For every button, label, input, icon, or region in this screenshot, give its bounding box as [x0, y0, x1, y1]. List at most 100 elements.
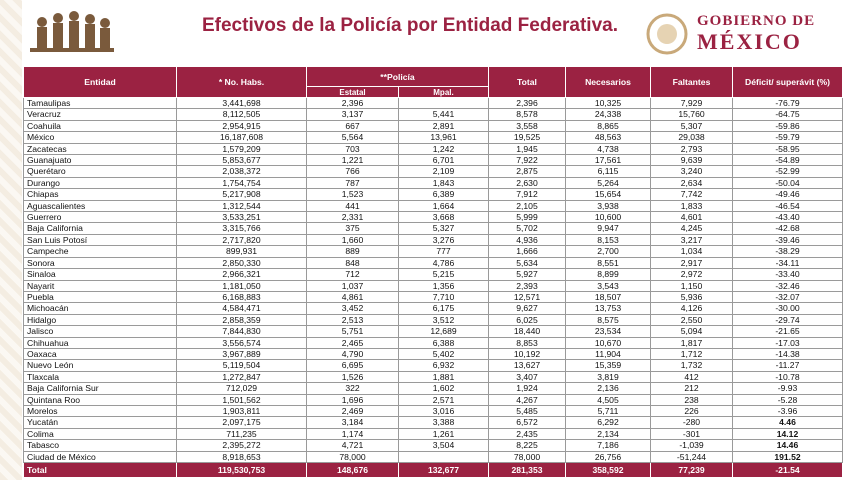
table-row: Tabasco 2,395,272 4,721 3,504 8,225 7,186 -1,0… — [23, 439, 843, 452]
value-cell: 1,602 — [398, 382, 489, 395]
value-cell: 13,627 — [488, 359, 566, 372]
value-cell: 787 — [306, 176, 399, 190]
value-cell: 2,875 — [488, 165, 566, 178]
table-row: Tlaxcala 1,272,847 1,526 1,881 3,407 3,819 412… — [23, 370, 843, 384]
value-cell: -54.89 — [732, 154, 843, 167]
entity-cell: Guerrero — [23, 211, 177, 224]
entity-cell: Quintana Roo — [23, 393, 177, 406]
table-row: Tamaulipas 3,441,698 2,396 2,396 10,325 7,929… — [23, 96, 843, 110]
value-cell: 78,000 — [306, 450, 399, 464]
value-cell: 1,817 — [650, 336, 733, 349]
value-cell: 1,501,562 — [176, 393, 307, 406]
value-cell: 1,881 — [398, 370, 489, 384]
entity-cell: Veracruz — [23, 108, 177, 121]
value-cell: 3,184 — [306, 416, 399, 429]
value-cell: 3,556,574 — [176, 336, 307, 349]
value-cell: 3,504 — [398, 439, 489, 452]
table-row: Michoacán 4,584,471 3,452 6,175 9,627 13,753 4… — [23, 302, 843, 315]
value-cell: 703 — [306, 142, 399, 156]
value-cell: 3,016 — [398, 404, 489, 418]
table-row: Morelos 1,903,811 2,469 3,016 5,485 5,711 226-… — [23, 404, 843, 418]
page-title: Efectivos de la Policía por Entidad Fede… — [201, 15, 618, 36]
value-cell: 2,850,330 — [176, 256, 307, 270]
value-cell: -29.74 — [732, 313, 843, 327]
entity-cell: Guanajuato — [23, 154, 177, 167]
value-cell: 4,505 — [565, 393, 651, 406]
value-cell: 8,899 — [565, 268, 651, 281]
value-cell: 3,137 — [306, 108, 399, 121]
value-cell: 2,331 — [306, 211, 399, 224]
value-cell: -9.93 — [732, 382, 843, 395]
table-row: Zacatecas 1,579,209 703 1,242 1,945 4,738 2,79… — [23, 142, 843, 156]
value-cell: 9,947 — [565, 222, 651, 235]
table-row: Guanajuato 5,853,677 1,221 6,701 7,922 17,561… — [23, 154, 843, 167]
value-cell: 2,469 — [306, 404, 399, 418]
value-cell: -30.00 — [732, 302, 843, 315]
value-cell: 3,512 — [398, 313, 489, 327]
entity-cell: Nuevo León — [23, 359, 177, 372]
value-cell: 191.52 — [732, 450, 843, 464]
value-cell: 1,174 — [306, 427, 399, 441]
value-cell: 3,938 — [565, 199, 651, 213]
value-cell: 7,922 — [488, 154, 566, 167]
value-cell: 4,790 — [306, 347, 399, 361]
value-cell: 2,891 — [398, 119, 489, 133]
value-cell: -32.07 — [732, 290, 843, 304]
table-row: Chihuahua 3,556,574 2,465 6,388 8,853 10,670 1… — [23, 336, 843, 349]
value-cell: 2,465 — [306, 336, 399, 349]
value-cell: 3,558 — [488, 119, 566, 133]
value-cell: 322 — [306, 382, 399, 395]
value-cell: 132,677 — [398, 462, 489, 478]
value-cell: -280 — [650, 416, 733, 429]
table-row: Baja California 3,315,766 375 5,327 5,702 9,9… — [23, 222, 843, 235]
value-cell: 2,393 — [488, 279, 566, 292]
value-cell: 2,136 — [565, 382, 651, 395]
value-cell: -5.28 — [732, 393, 843, 406]
value-cell: 6,389 — [398, 188, 489, 201]
value-cell: -17.03 — [732, 336, 843, 349]
value-cell: 2,793 — [650, 142, 733, 156]
table-row: San Luis Potosí 2,717,820 1,660 3,276 4,936 8… — [23, 233, 843, 247]
entity-cell: Tabasco — [23, 439, 177, 452]
value-cell: 1,221 — [306, 154, 399, 167]
column-header: Entidad — [23, 66, 177, 98]
value-cell: 7,710 — [398, 290, 489, 304]
value-cell: 8,918,653 — [176, 450, 307, 464]
value-cell: 8,112,505 — [176, 108, 307, 121]
column-header: Total — [488, 66, 566, 98]
value-cell: 5,702 — [488, 222, 566, 235]
value-cell: 14.12 — [732, 427, 843, 441]
value-cell: 212 — [650, 382, 733, 395]
value-cell: 1,712 — [650, 347, 733, 361]
table-row: Jalisco 7,844,830 5,751 12,689 18,440 23,534 5… — [23, 325, 843, 338]
value-cell: 78,000 — [488, 450, 566, 464]
value-cell: 1,242 — [398, 142, 489, 156]
value-cell: 3,441,698 — [176, 96, 307, 110]
table-row: Oaxaca 3,967,889 4,790 5,402 10,192 11,904 1,7… — [23, 347, 843, 361]
entity-cell: Campeche — [23, 245, 177, 258]
value-cell: 10,325 — [565, 96, 651, 110]
value-cell: 2,435 — [488, 427, 566, 441]
entity-cell: Chiapas — [23, 188, 177, 201]
value-cell: 2,858,359 — [176, 313, 307, 327]
value-cell: 281,353 — [488, 462, 566, 478]
value-cell: 712,029 — [176, 382, 307, 395]
value-cell: 6,695 — [306, 359, 399, 372]
value-cell: 2,105 — [488, 199, 566, 213]
value-cell: 26,756 — [565, 450, 651, 464]
value-cell: 16,187,608 — [176, 131, 307, 144]
value-cell: 2,634 — [650, 176, 733, 190]
value-cell: 1,181,050 — [176, 279, 307, 292]
value-cell: -49.46 — [732, 188, 843, 201]
value-cell: -50.04 — [732, 176, 843, 190]
value-cell: 3,543 — [565, 279, 651, 292]
table-row: Campeche 899,931 889 777 1,666 2,700 1,034 -38.… — [23, 245, 843, 258]
entity-cell: Sinaloa — [23, 268, 177, 281]
entity-cell: México — [23, 131, 177, 144]
value-cell: 13,753 — [565, 302, 651, 315]
value-cell: 6,701 — [398, 154, 489, 167]
table-row: Durango 1,754,754 787 1,843 2,630 5,264 2,634-… — [23, 176, 843, 190]
entity-cell: Jalisco — [23, 325, 177, 338]
value-cell: 1,664 — [398, 199, 489, 213]
value-cell: 2,630 — [488, 176, 566, 190]
